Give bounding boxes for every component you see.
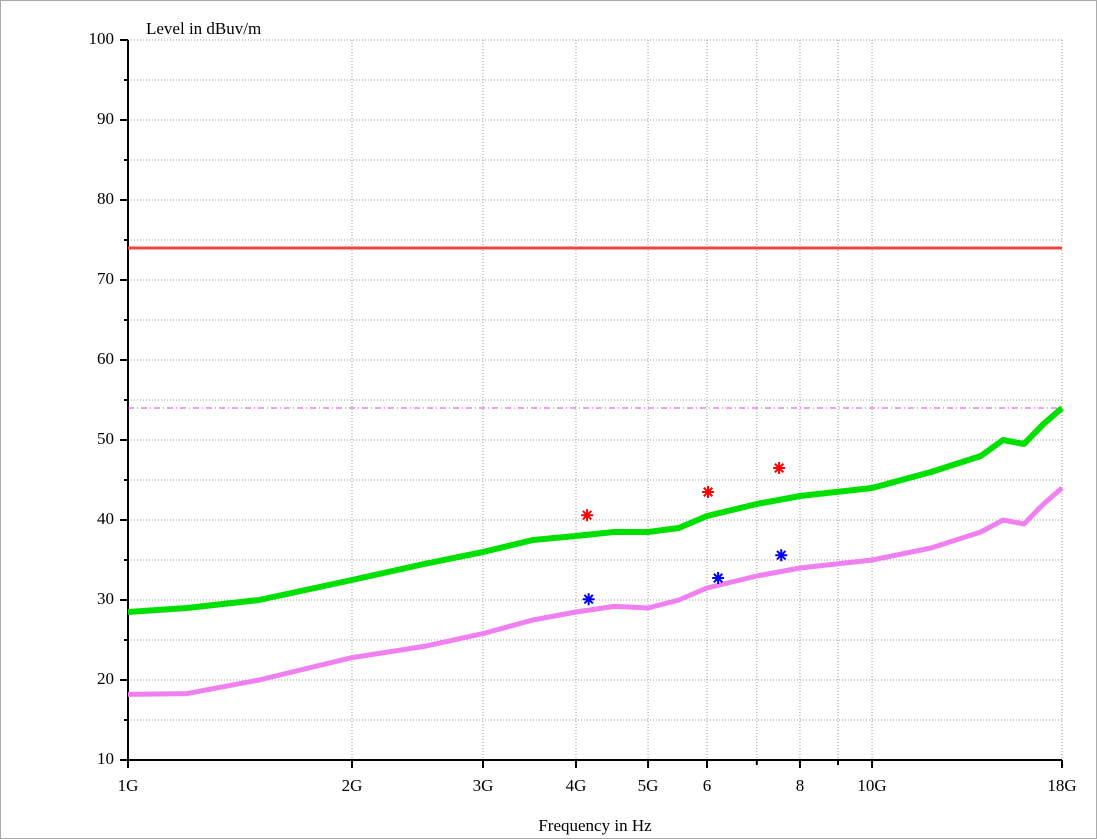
- y-tick-label: 30: [97, 589, 114, 608]
- y-tick-label: 80: [97, 189, 114, 208]
- x-tick-label: 4G: [566, 776, 587, 795]
- x-tick-label: 10G: [857, 776, 886, 795]
- trace: [127, 486, 1064, 697]
- y-tick-label: 50: [97, 429, 114, 448]
- marker: [775, 549, 788, 562]
- y-tick-label: 70: [97, 269, 114, 288]
- trace: [127, 405, 1064, 615]
- x-tick-label: 6: [703, 776, 712, 795]
- marker: [712, 572, 725, 584]
- x-tick-label: 18G: [1047, 776, 1076, 795]
- marker: [581, 509, 594, 522]
- y-tick-label: 20: [97, 669, 114, 688]
- y-tick-label: 60: [97, 349, 114, 368]
- marker: [582, 593, 595, 606]
- y-tick-label: 100: [89, 29, 115, 48]
- x-tick-label: 1G: [118, 776, 139, 795]
- x-axis-label: Frequency in Hz: [538, 816, 652, 835]
- x-tick-label: 8: [796, 776, 805, 795]
- y-tick-label: 10: [97, 749, 114, 768]
- x-tick-label: 5G: [638, 776, 659, 795]
- y-axis-label: Level in dBuv/m: [146, 19, 261, 38]
- y-tick-label: 90: [97, 109, 114, 128]
- marker: [702, 486, 715, 498]
- y-tick-label: 40: [97, 509, 114, 528]
- x-tick-label: 3G: [473, 776, 494, 795]
- marker: [773, 462, 786, 474]
- x-tick-label: 2G: [342, 776, 363, 795]
